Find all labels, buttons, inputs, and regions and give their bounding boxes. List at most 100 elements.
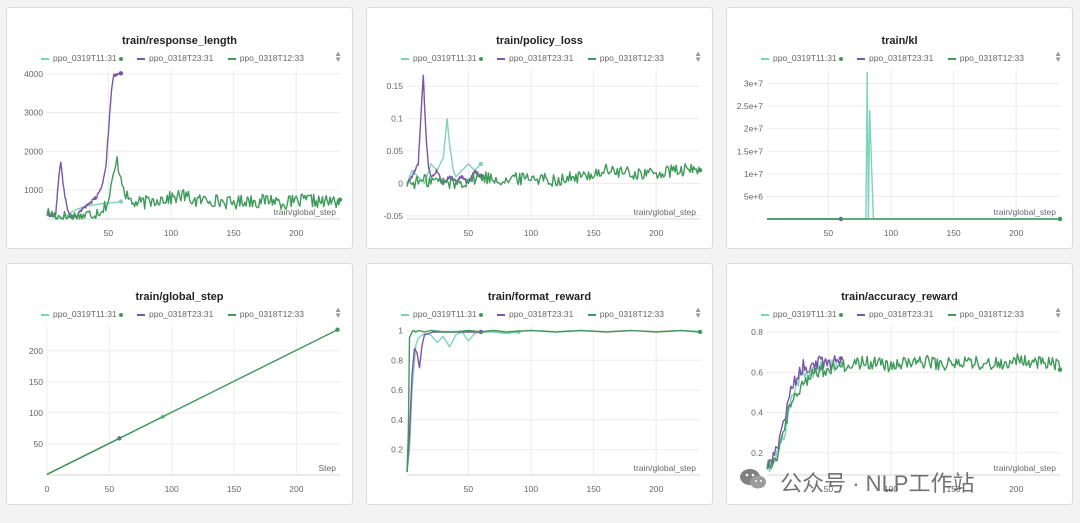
series-end-point (838, 356, 844, 361)
legend-item[interactable]: ppo_0318T12:33 (947, 53, 1024, 63)
x-tick-label: 150 (946, 484, 960, 494)
wechat-icon (738, 467, 768, 497)
x-tick-label: 100 (164, 228, 178, 238)
sort-arrows-icon[interactable]: ▲ ▼ (694, 49, 702, 64)
legend-item[interactable]: ppo_0318T12:33 (947, 309, 1024, 319)
legend-item[interactable]: ppo_0318T23:31 (137, 309, 213, 319)
x-tick-label: 200 (289, 484, 303, 494)
x-tick-label: 200 (1009, 228, 1023, 238)
x-tick-label: 200 (649, 228, 663, 238)
y-tick-label: 3000 (24, 108, 43, 118)
y-tick-label: 5e+6 (744, 191, 763, 201)
series-end-point (118, 71, 124, 76)
x-tick-label: 150 (227, 484, 241, 494)
legend-item[interactable]: ppo_0318T12:33 (587, 53, 664, 63)
chart-svg: 0.2 0.4 0.6 0.8 50 100 150 200 train/global_step (751, 326, 1063, 494)
x-axis-label: train/global_step (274, 207, 337, 217)
legend-item[interactable]: ppo_0318T23:31 (137, 53, 213, 63)
x-tick-label: 50 (464, 484, 474, 494)
series-end-point (337, 197, 343, 202)
legend-item[interactable]: ppo_0319T11:31 (41, 53, 123, 63)
y-tick-label: 4000 (24, 69, 43, 79)
x-axis-label: train/global_step (994, 207, 1057, 217)
sort-arrows-icon[interactable]: ▲ ▼ (1054, 49, 1062, 64)
x-tick-label: 150 (946, 228, 960, 238)
sort-arrows-icon[interactable]: ▲ ▼ (694, 305, 702, 320)
legend-item[interactable]: ppo_0318T12:33 (227, 53, 304, 63)
chart-legend: ppo_0319T11:31 ppo_0318T23:31 ppo_0318T1… (761, 309, 1058, 321)
y-tick-label: 0.8 (391, 355, 403, 365)
series-end-point (478, 161, 484, 167)
y-tick-label: 0 (398, 178, 403, 188)
legend-label: ppo_0318T23:31 (149, 53, 214, 63)
y-tick-label: 2000 (24, 146, 43, 156)
y-tick-label: 0.05 (386, 146, 403, 156)
legend-item[interactable]: ppo_0319T11:31 (761, 309, 843, 319)
chart-panel-format-reward[interactable]: train/format_reward ppo_0319T11:31 ppo_0… (366, 263, 713, 505)
sort-arrows-icon[interactable]: ▲ ▼ (1054, 305, 1062, 320)
legend-item[interactable]: ppo_0318T12:33 (227, 309, 304, 319)
x-tick-label: 100 (884, 228, 898, 238)
legend-label: ppo_0318T12:33 (239, 309, 304, 319)
legend-label: ppo_0318T12:33 (959, 309, 1024, 319)
x-tick-label: 100 (165, 484, 179, 494)
chart-title: train/accuracy_reward (841, 291, 958, 303)
y-tick-label: 1000 (24, 185, 43, 195)
chart-panel-response-length[interactable]: train/response_length ppo_0319T11:31 ppo… (6, 7, 353, 249)
legend-item[interactable]: ppo_0318T23:31 (857, 309, 933, 319)
series-line (406, 329, 701, 473)
y-tick-label: 0.6 (391, 385, 403, 395)
x-tick-label: 100 (524, 228, 538, 238)
chart-panel-global-step[interactable]: train/global_step ppo_0319T11:31 ppo_031… (6, 263, 353, 505)
legend-item[interactable]: ppo_0318T12:33 (587, 309, 664, 319)
sort-arrows-icon[interactable]: ▲ ▼ (334, 305, 342, 320)
chart-panel-policy-loss[interactable]: train/policy_loss ppo_0319T11:31 ppo_031… (366, 7, 713, 249)
series-end-point (118, 199, 124, 204)
x-axis-label: train/global_step (634, 463, 697, 473)
series-end-point (1057, 367, 1063, 372)
legend-item[interactable]: ppo_0319T11:31 (401, 309, 483, 319)
y-tick-label: 0.4 (391, 415, 403, 425)
chart-title: train/kl (881, 35, 918, 47)
series-line (766, 353, 1061, 470)
y-tick-label: 0.2 (391, 445, 403, 455)
legend-label: ppo_0318T23:31 (869, 53, 934, 63)
legend-item[interactable]: ppo_0319T11:31 (761, 53, 843, 63)
legend-item[interactable]: ppo_0319T11:31 (401, 53, 483, 63)
legend-label: ppo_0319T11:31 (413, 309, 477, 319)
legend-item[interactable]: ppo_0318T23:31 (497, 309, 573, 319)
legend-label: ppo_0318T12:33 (959, 53, 1024, 63)
chart-panel-accuracy-reward[interactable]: train/accuracy_reward ppo_0319T11:31 ppo… (726, 263, 1073, 505)
legend-item[interactable]: ppo_0319T11:31 (41, 309, 123, 319)
y-tick-label: 100 (29, 408, 43, 418)
y-tick-label: 0.2 (751, 448, 763, 458)
legend-label: ppo_0318T23:31 (509, 53, 574, 63)
y-tick-label: 1e+7 (744, 169, 763, 179)
chart-legend: ppo_0319T11:31 ppo_0318T23:31 ppo_0318T1… (401, 309, 698, 321)
chart-svg: 1000 2000 3000 4000 50 100 150 200 train/global_… (24, 69, 343, 238)
legend-item[interactable]: ppo_0318T23:31 (857, 53, 933, 63)
y-tick-label: 3e+7 (744, 79, 763, 89)
x-tick-label: 50 (464, 228, 474, 238)
x-tick-label: 150 (226, 228, 240, 238)
chart-title: train/format_reward (487, 291, 592, 303)
x-tick-label: 100 (524, 484, 538, 494)
chart-panel-kl[interactable]: train/kl ppo_0319T11:31 ppo_0318T23:31 p… (726, 7, 1073, 249)
chart-legend: ppo_0319T11:31 ppo_0318T23:31 ppo_0318T1… (41, 53, 338, 65)
x-tick-label: 50 (104, 228, 114, 238)
y-tick-label: 1 (398, 325, 403, 335)
sort-arrows-icon[interactable]: ▲ ▼ (334, 49, 342, 64)
y-tick-label: -0.05 (384, 211, 404, 221)
y-tick-label: 2e+7 (744, 124, 763, 134)
x-tick-label: 200 (1009, 484, 1023, 494)
legend-item[interactable]: ppo_0318T23:31 (497, 53, 573, 63)
chart-title: train/global_step (135, 291, 224, 303)
series-line (406, 74, 482, 186)
series-end-point (697, 168, 703, 173)
series-line (766, 355, 842, 469)
chart-title: train/response_length (122, 35, 237, 47)
y-tick-label: 0.6 (751, 367, 763, 377)
x-tick-label: 150 (586, 228, 600, 238)
x-axis-label: train/global_step (994, 463, 1057, 473)
series-line (406, 117, 482, 185)
